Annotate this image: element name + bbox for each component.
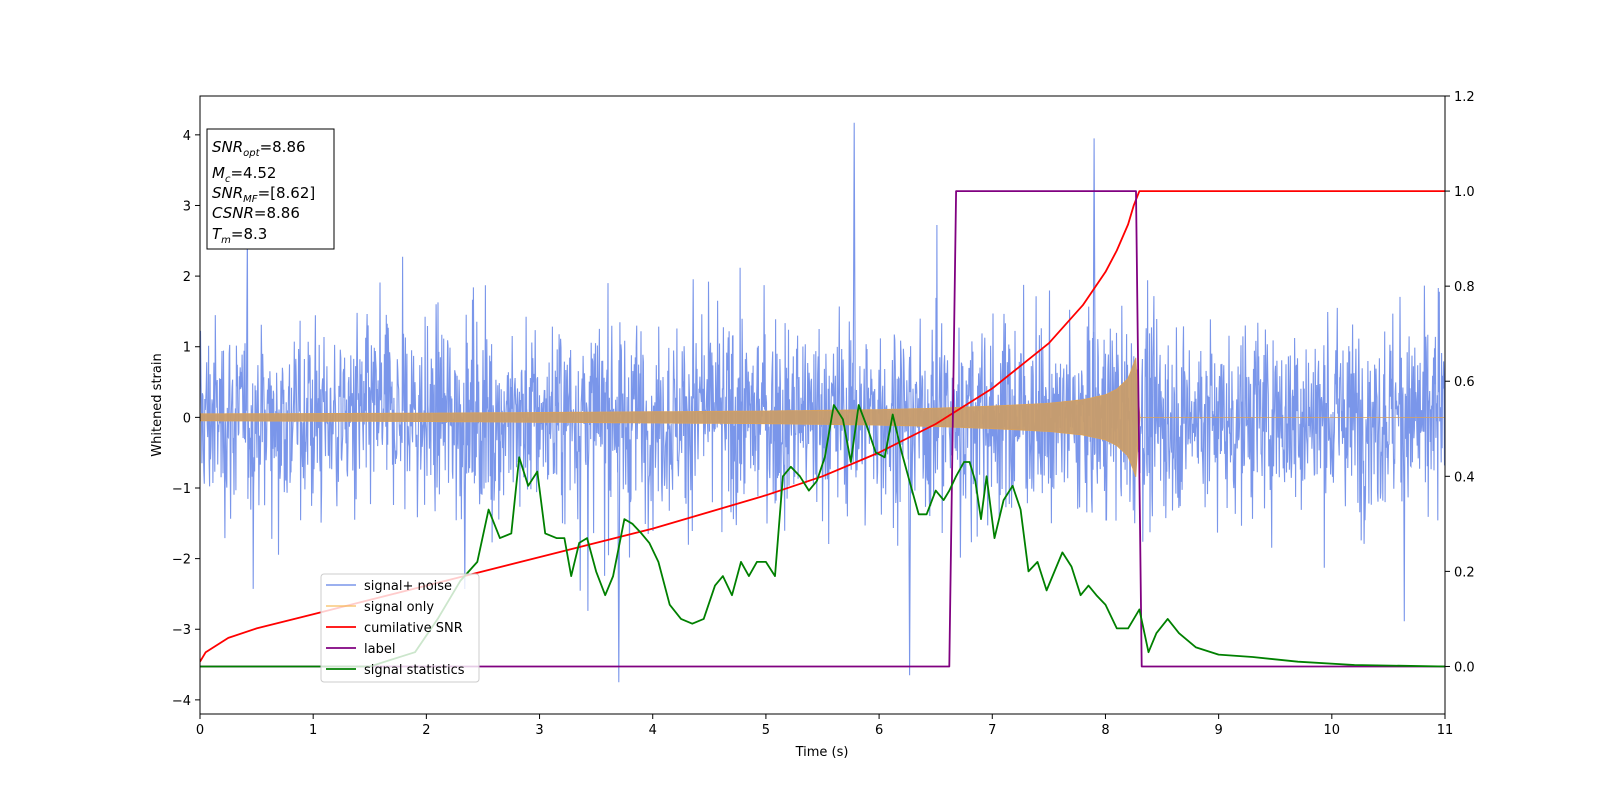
right-y-axis-ticks: 0.0 0.2 0.4 0.6 0.8 1.0 1.2 (1445, 90, 1475, 675)
x-tick-label: 2 (422, 723, 430, 738)
series-signal-statistics (200, 404, 1445, 668)
plot-area (200, 122, 1445, 683)
line-signal-statistics (200, 404, 1445, 668)
x-tick-label: 7 (988, 723, 996, 738)
right-y-tick-label: 0.4 (1454, 470, 1475, 485)
x-axis-ticks: 0 1 2 3 4 5 6 7 8 9 10 11 (196, 714, 1453, 738)
y-tick-label: −3 (172, 623, 191, 638)
x-tick-label: 9 (1214, 723, 1222, 738)
x-tick-label: 6 (875, 723, 883, 738)
annotation-frame (206, 128, 335, 250)
x-tick-label: 0 (196, 723, 204, 738)
annotation-csnr: CSNR=8.86 (212, 204, 300, 222)
y-axis-label: Whitened strain (150, 353, 165, 456)
x-tick-label: 8 (1101, 723, 1109, 738)
signal-noise-line (200, 122, 1445, 683)
annotation-box: SNRopt=8.86 Mc=4.52 SNRMF=[8.62] CSNR=8.… (206, 128, 335, 250)
series-signal-only (200, 357, 1445, 478)
legend-label-signal-noise: signal+ noise (364, 579, 452, 594)
annotation-snr-mf: SNRMF=[8.62] (212, 184, 315, 205)
annotation-tm: Tm=8.3 (212, 225, 267, 246)
legend-label-signal-statistics: signal statistics (364, 663, 465, 678)
legend-label-cumulative-snr: cumilative SNR (364, 621, 463, 636)
annotation-snr-opt: SNRopt=8.86 (212, 138, 306, 159)
right-y-tick-label: 1.2 (1454, 90, 1475, 105)
y-tick-label: 2 (183, 270, 191, 285)
plot-frame (199, 95, 1446, 715)
right-y-tick-label: 0.8 (1454, 280, 1475, 295)
y-tick-label: 0 (183, 411, 191, 426)
y-tick-label: 3 (183, 199, 191, 214)
legend-label-label: label (364, 642, 395, 657)
x-tick-label: 10 (1324, 723, 1341, 738)
x-tick-label: 11 (1437, 723, 1454, 738)
legend-entry-signal-only: signal only (326, 600, 434, 615)
y-tick-label: −2 (172, 553, 191, 568)
line-label (200, 190, 1445, 668)
y-tick-label: 1 (183, 341, 191, 356)
x-tick-label: 4 (649, 723, 657, 738)
legend-entry-signal-noise: signal+ noise (326, 579, 452, 594)
right-y-tick-label: 0.0 (1454, 660, 1475, 675)
legend-entry-cumulative-snr: cumilative SNR (326, 621, 463, 636)
annotation-mc: Mc=4.52 (212, 164, 276, 185)
y-axis-ticks: −4 −3 −2 −1 0 1 2 3 4 (172, 129, 200, 709)
x-tick-label: 1 (309, 723, 317, 738)
right-y-tick-label: 0.6 (1454, 375, 1475, 390)
x-tick-label: 5 (762, 723, 770, 738)
legend: signal+ noise signal only cumilative SNR… (320, 573, 480, 683)
x-axis-label: Time (s) (795, 745, 849, 760)
legend-label-signal-only: signal only (364, 600, 434, 615)
x-tick-label: 3 (535, 723, 543, 738)
legend-entry-label: label (326, 642, 395, 657)
legend-entry-signal-statistics: signal statistics (326, 663, 465, 678)
series-signal-noise (200, 122, 1445, 683)
y-tick-label: −4 (172, 694, 191, 709)
right-y-tick-label: 1.0 (1454, 185, 1475, 200)
legend-frame (320, 573, 480, 683)
right-y-tick-label: 0.2 (1454, 565, 1475, 580)
y-tick-label: 4 (183, 129, 191, 144)
signal-only-band (200, 357, 1445, 478)
y-tick-label: −1 (172, 482, 191, 497)
